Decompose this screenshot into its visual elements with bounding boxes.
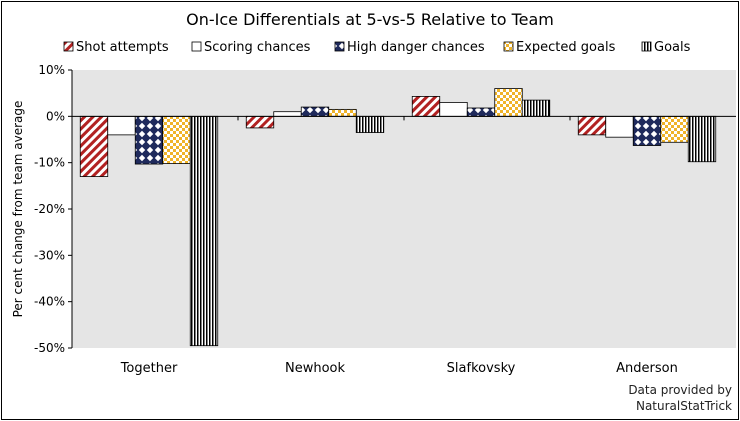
chart-title: On-Ice Differentials at 5-vs-5 Relative … [186, 10, 554, 29]
plot-area [72, 70, 736, 348]
legend-label: Expected goals [516, 40, 616, 55]
bar-scoring-chances-newhook [273, 111, 302, 117]
bar-scoring-chances-anderson [605, 115, 634, 138]
y-tick-label: -40% [34, 295, 65, 309]
y-tick-label: -30% [34, 248, 65, 262]
y-axis-label: Per cent change from team average [11, 101, 25, 318]
y-tick-label: 0% [46, 109, 65, 123]
bar-high-danger-chances-anderson [632, 115, 662, 146]
legend-swatch-shot-attempts [63, 41, 74, 52]
source-line-1: Data provided by [628, 383, 732, 397]
legend-label: Shot attempts [76, 40, 169, 55]
bar-high-danger-chances-newhook [300, 106, 330, 117]
bar-high-danger-chances-together [134, 115, 164, 165]
bar-expected-goals-together [162, 115, 191, 164]
x-axis-categories: Together Newhook Slafkovsky Anderson [120, 116, 678, 376]
legend-swatch-goals [641, 41, 652, 52]
bar-shot-attempts-newhook [245, 115, 275, 129]
bar-goals-together [189, 115, 219, 347]
y-tick-label: -20% [34, 202, 65, 216]
category-label-slafkovsky: Slafkovsky [447, 361, 516, 376]
bar-goals-slafkovsky [521, 99, 551, 117]
y-tick-label: -10% [34, 156, 65, 170]
legend-swatch-expected-goals [503, 41, 514, 52]
legend-label: High danger chances [347, 40, 485, 55]
y-tick-label: 10% [38, 63, 65, 77]
bar-goals-anderson [687, 115, 717, 163]
bar-expected-goals-newhook [328, 108, 357, 117]
source-line-2: NaturalStatTrick [636, 399, 732, 413]
category-label-anderson: Anderson [616, 361, 678, 376]
bar-shot-attempts-anderson [577, 115, 607, 136]
legend-swatch-scoring-chances [191, 41, 202, 52]
bar-scoring-chances-together [107, 115, 136, 136]
bar-expected-goals-slafkovsky [494, 88, 523, 117]
bar-shot-attempts-slafkovsky [411, 96, 441, 117]
legend-label: Scoring chances [204, 40, 311, 55]
y-axis-ticks: 10% 0% -10% -20% -30% -40% -50% [34, 63, 72, 355]
bar-goals-newhook [355, 115, 385, 133]
bar-scoring-chances-slafkovsky [439, 102, 468, 117]
category-label-together: Together [120, 361, 178, 376]
y-tick-label: -50% [34, 341, 65, 355]
bar-shot-attempts-together [79, 115, 109, 177]
bar-high-danger-chances-slafkovsky [466, 107, 496, 117]
bars [79, 88, 717, 347]
bar-expected-goals-anderson [660, 115, 689, 143]
category-label-newhook: Newhook [285, 361, 346, 376]
legend-swatch-high-danger-chances [334, 41, 345, 52]
legend: Shot attempts Scoring chances High danger … [63, 40, 691, 55]
legend-label: Goals [654, 40, 691, 55]
